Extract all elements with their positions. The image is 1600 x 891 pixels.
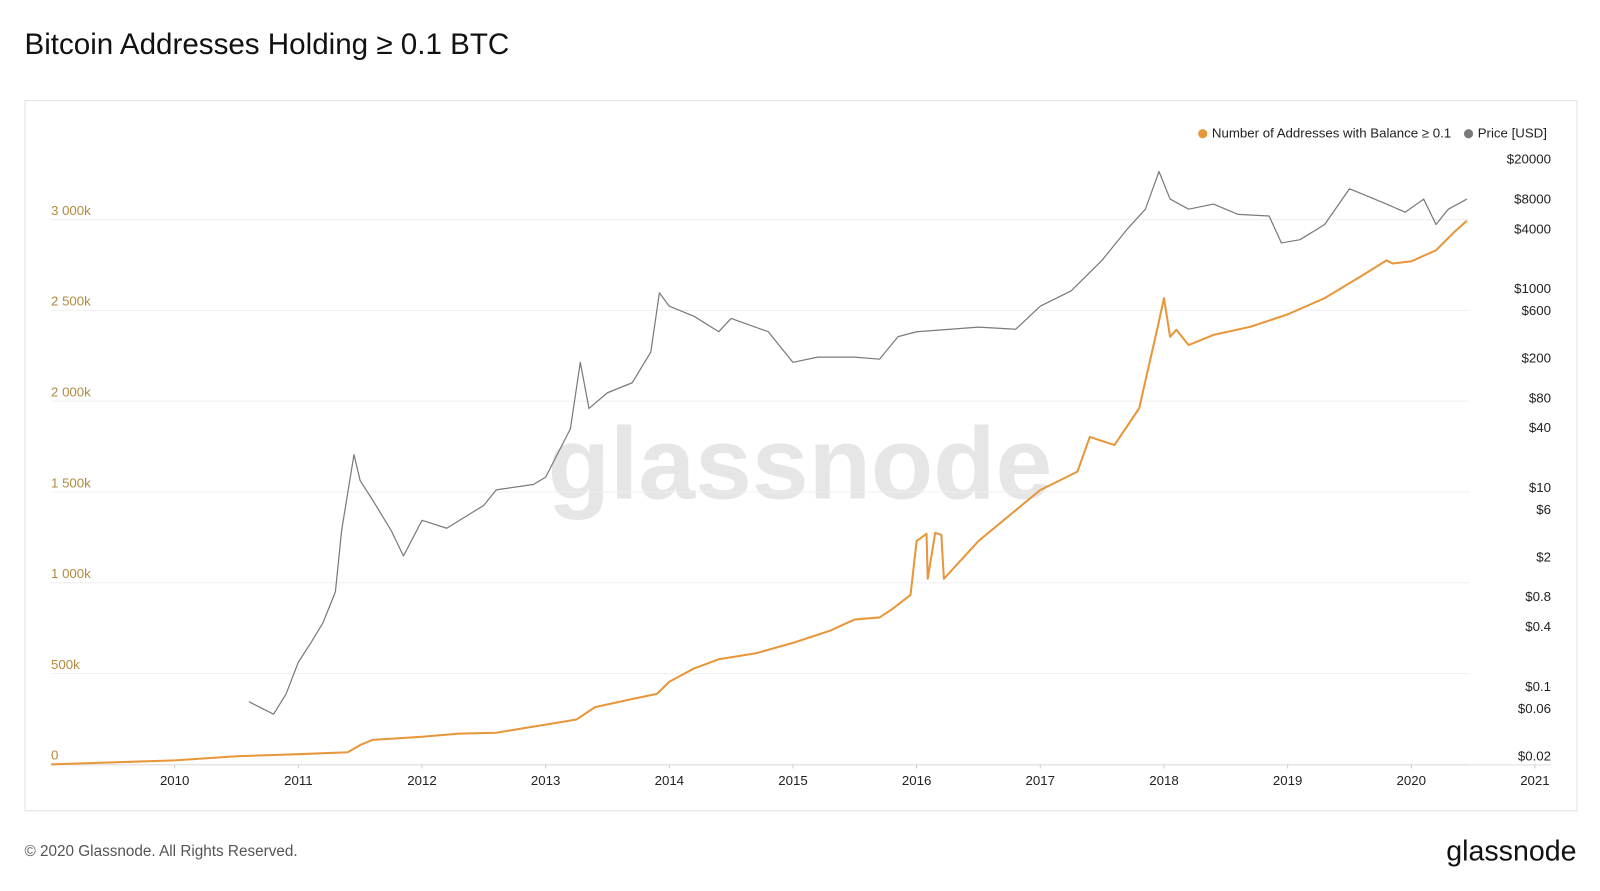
x-tick-label: 2018 (1149, 773, 1178, 788)
y2-tick-label: $0.8 (1525, 589, 1551, 604)
series-line (248, 170, 1468, 715)
y2-tick-label: $0.4 (1525, 619, 1551, 634)
y2-tick-label: $40 (1529, 420, 1551, 435)
x-tick-label: 2013 (531, 773, 560, 788)
y-tick-label: 3 000k (51, 203, 91, 218)
x-tick-label: 2021 (1520, 773, 1549, 788)
y2-tick-label: $10 (1529, 480, 1551, 495)
y2-tick-label: $0.06 (1518, 701, 1551, 716)
y2-tick-label: $6 (1536, 502, 1551, 517)
legend-marker (1463, 129, 1474, 139)
y-tick-label: 2 500k (51, 294, 91, 309)
legend-marker (1198, 129, 1208, 139)
legend-label: Price [USD] (1478, 125, 1547, 140)
y-tick-label: 500k (51, 657, 80, 672)
copyright: © 2020 Glassnode. All Rights Reserved. (24, 843, 297, 860)
x-tick-label: 2020 (1397, 773, 1426, 788)
y2-tick-label: $8000 (1514, 191, 1551, 206)
x-tick-label: 2014 (655, 773, 684, 788)
y-tick-label: 1 500k (51, 475, 91, 490)
x-tick-label: 2019 (1273, 773, 1302, 788)
y-tick-label: 1 000k (51, 566, 91, 581)
y-tick-label: 0 (51, 748, 58, 763)
logo: glassnode (1446, 836, 1576, 868)
y2-tick-label: $1000 (1514, 281, 1551, 296)
x-tick-label: 2011 (284, 773, 313, 788)
chart-title: Bitcoin Addresses Holding ≥ 0.1 BTC (24, 28, 509, 61)
watermark: glassnode (548, 406, 1053, 520)
y2-tick-label: $20000 (1507, 152, 1551, 167)
y2-tick-label: $80 (1529, 390, 1551, 405)
x-tick-label: 2010 (160, 773, 189, 788)
series-line (50, 219, 1468, 766)
chart-frame (24, 100, 1578, 812)
legend-label: Number of Addresses with Balance ≥ 0.1 (1212, 125, 1451, 140)
x-tick-label: 2012 (407, 773, 436, 788)
x-tick-label: 2015 (778, 773, 807, 788)
y2-tick-label: $600 (1522, 303, 1551, 318)
x-tick-label: 2016 (902, 773, 931, 788)
y2-tick-label: $2 (1536, 550, 1551, 565)
y2-tick-label: $4000 (1514, 221, 1551, 236)
y2-tick-label: $0.02 (1518, 749, 1551, 764)
y2-tick-label: $0.1 (1525, 679, 1551, 694)
x-tick-label: 2017 (1026, 773, 1055, 788)
y-tick-label: 2 000k (51, 384, 91, 399)
y2-tick-label: $200 (1522, 351, 1551, 366)
